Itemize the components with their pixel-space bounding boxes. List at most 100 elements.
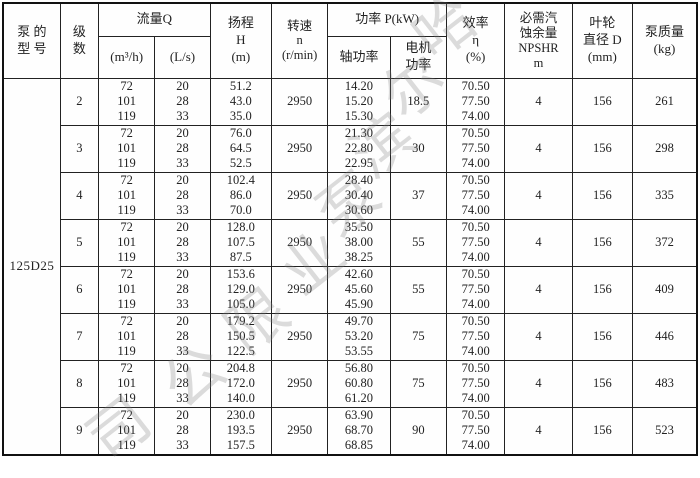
header-motor-power: 电机 功率 bbox=[389, 35, 447, 79]
table-row: 125D25 2 72 101 119 20 28 33 51.2 43.0 35.0 2… bbox=[2, 77, 698, 455]
cell-head: 230.0 193.5 157.5 bbox=[209, 406, 273, 455]
cell-flow_m3h: 72 101 119 bbox=[98, 77, 156, 126]
cell-motor_power: 18.5 bbox=[389, 77, 447, 126]
cell-flow_m3h: 72 101 119 bbox=[98, 359, 156, 408]
cell-stages: 5 bbox=[59, 218, 100, 267]
cell-speed: 2950 bbox=[270, 218, 329, 267]
cell-head: 204.8 172.0 140.0 bbox=[209, 359, 273, 408]
cell-efficiency: 70.50 77.50 74.00 bbox=[445, 406, 506, 455]
cell-impeller: 156 bbox=[571, 406, 634, 455]
table-row: 9 72 101 119 20 28 33 230.0 193.5 157.5 2950… bbox=[3, 406, 698, 455]
cell-impeller: 156 bbox=[571, 218, 634, 267]
cell-mass: 523 bbox=[632, 406, 698, 455]
cell-flow_m3h: 72 101 119 bbox=[98, 171, 156, 220]
cell-flow_ls: 20 28 33 bbox=[154, 124, 211, 173]
cell-impeller: 156 bbox=[571, 124, 634, 173]
cell-speed: 2950 bbox=[270, 312, 329, 361]
cell-flow_m3h: 72 101 119 bbox=[98, 218, 156, 267]
cell-shaft_power: 42.60 45.60 45.90 bbox=[327, 265, 391, 314]
header-impeller-diameter: 叶轮 直径 D (mm) bbox=[571, 2, 634, 79]
cell-motor_power: 75 bbox=[389, 359, 447, 408]
cell-impeller: 156 bbox=[571, 171, 634, 220]
cell-flow_m3h: 72 101 119 bbox=[98, 406, 156, 455]
pump-model-value: 125D25 bbox=[2, 77, 61, 455]
cell-shaft_power: 14.20 15.20 15.30 bbox=[327, 77, 391, 126]
cell-head: 128.0 107.5 87.5 bbox=[209, 218, 273, 267]
cell-efficiency: 70.50 77.50 74.00 bbox=[445, 218, 506, 267]
cell-motor_power: 90 bbox=[389, 406, 447, 455]
cell-shaft_power: 28.40 30.40 30.60 bbox=[327, 171, 391, 220]
cell-flow_m3h: 72 101 119 bbox=[98, 124, 156, 173]
table-row: 8 72 101 119 20 28 33 204.8 172.0 140.0 2950… bbox=[3, 359, 698, 408]
table-row: 7 72 101 119 20 28 33 179.2 150.5 122.5 2950… bbox=[3, 312, 698, 361]
cell-motor_power: 75 bbox=[389, 312, 447, 361]
cell-head: 51.2 43.0 35.0 bbox=[209, 77, 273, 126]
header-stages: 级 数 bbox=[59, 2, 100, 79]
header-flow-ls: (L/s) bbox=[154, 35, 211, 79]
table-header: 泵 的 型 号 级 数 流量Q 扬程 H (m) 转速 n (r/min) 功率… bbox=[2, 2, 698, 79]
cell-motor_power: 30 bbox=[389, 124, 447, 173]
cell-npshr: 4 bbox=[504, 124, 573, 173]
cell-impeller: 156 bbox=[571, 77, 634, 126]
cell-npshr: 4 bbox=[504, 312, 573, 361]
cell-npshr: 4 bbox=[504, 77, 573, 126]
header-head: 扬程 H (m) bbox=[209, 2, 273, 79]
cell-efficiency: 70.50 77.50 74.00 bbox=[445, 171, 506, 220]
cell-head: 102.4 86.0 70.0 bbox=[209, 171, 273, 220]
cell-impeller: 156 bbox=[571, 265, 634, 314]
cell-shaft_power: 63.90 68.70 68.85 bbox=[327, 406, 391, 455]
cell-npshr: 4 bbox=[504, 406, 573, 455]
cell-efficiency: 70.50 77.50 74.00 bbox=[445, 312, 506, 361]
cell-mass: 335 bbox=[632, 171, 698, 220]
cell-stages: 8 bbox=[59, 359, 100, 408]
header-pump-mass: 泵质量 (kg) bbox=[632, 2, 698, 79]
cell-stages: 6 bbox=[59, 265, 100, 314]
table-row: 6 72 101 119 20 28 33 153.6 129.0 105.0 2950… bbox=[3, 265, 698, 314]
cell-mass: 372 bbox=[632, 218, 698, 267]
cell-motor_power: 37 bbox=[389, 171, 447, 220]
cell-stages: 4 bbox=[59, 171, 100, 220]
header-flow-group: 流量Q bbox=[98, 2, 211, 37]
cell-flow_ls: 20 28 33 bbox=[154, 359, 211, 408]
cell-flow_m3h: 72 101 119 bbox=[98, 265, 156, 314]
cell-npshr: 4 bbox=[504, 265, 573, 314]
cell-flow_ls: 20 28 33 bbox=[154, 171, 211, 220]
header-efficiency: 效率 η (%) bbox=[445, 2, 506, 79]
cell-flow_ls: 20 28 33 bbox=[154, 406, 211, 455]
cell-flow_m3h: 72 101 119 bbox=[98, 312, 156, 361]
cell-stages: 9 bbox=[59, 406, 100, 455]
cell-speed: 2950 bbox=[270, 359, 329, 408]
cell-speed: 2950 bbox=[270, 124, 329, 173]
cell-efficiency: 70.50 77.50 74.00 bbox=[445, 77, 506, 126]
table-body: 125D25 2 72 101 119 20 28 33 51.2 43.0 35.0 2… bbox=[2, 77, 698, 455]
cell-stages: 3 bbox=[59, 124, 100, 173]
cell-efficiency: 70.50 77.50 74.00 bbox=[445, 265, 506, 314]
table-row: 4 72 101 119 20 28 33 102.4 86.0 70.0 2950 28… bbox=[3, 171, 698, 220]
cell-speed: 2950 bbox=[270, 265, 329, 314]
cell-npshr: 4 bbox=[504, 359, 573, 408]
cell-speed: 2950 bbox=[270, 406, 329, 455]
cell-mass: 298 bbox=[632, 124, 698, 173]
cell-mass: 483 bbox=[632, 359, 698, 408]
cell-flow_ls: 20 28 33 bbox=[154, 77, 211, 126]
cell-motor_power: 55 bbox=[389, 265, 447, 314]
cell-shaft_power: 21.30 22.80 22.95 bbox=[327, 124, 391, 173]
header-power-group: 功率 P(kW) bbox=[327, 2, 447, 37]
cell-shaft_power: 56.80 60.80 61.20 bbox=[327, 359, 391, 408]
table-row: 5 72 101 119 20 28 33 128.0 107.5 87.5 2950 3… bbox=[3, 218, 698, 267]
header-speed: 转速 n (r/min) bbox=[270, 2, 329, 79]
cell-shaft_power: 49.70 53.20 53.55 bbox=[327, 312, 391, 361]
cell-flow_ls: 20 28 33 bbox=[154, 312, 211, 361]
cell-speed: 2950 bbox=[270, 171, 329, 220]
cell-mass: 409 bbox=[632, 265, 698, 314]
cell-flow_ls: 20 28 33 bbox=[154, 218, 211, 267]
cell-stages: 7 bbox=[59, 312, 100, 361]
cell-head: 179.2 150.5 122.5 bbox=[209, 312, 273, 361]
cell-impeller: 156 bbox=[571, 359, 634, 408]
cell-head: 153.6 129.0 105.0 bbox=[209, 265, 273, 314]
cell-stages: 2 bbox=[59, 77, 100, 126]
cell-npshr: 4 bbox=[504, 171, 573, 220]
cell-mass: 446 bbox=[632, 312, 698, 361]
header-flow-m3h: (m³/h) bbox=[98, 35, 156, 79]
cell-motor_power: 55 bbox=[389, 218, 447, 267]
